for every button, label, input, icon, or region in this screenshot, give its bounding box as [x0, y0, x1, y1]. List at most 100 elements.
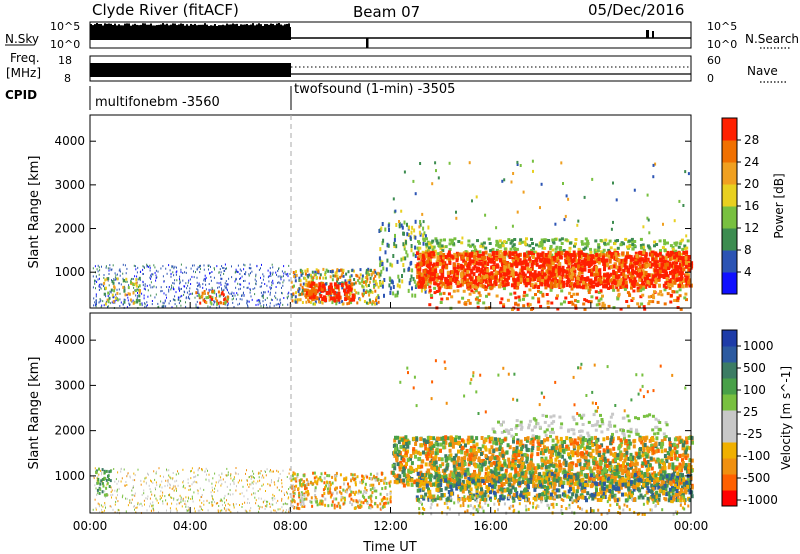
power-cell [610, 280, 614, 285]
power-cell [377, 296, 380, 300]
power-cell [611, 285, 615, 289]
power-cell [194, 296, 196, 299]
power-cell [603, 267, 606, 272]
power-cell [164, 300, 166, 303]
power-cell [523, 266, 527, 271]
velocity-cell [351, 473, 354, 477]
power-cell [314, 288, 318, 293]
velocity-cell [151, 509, 152, 512]
power-cell [398, 220, 400, 223]
power-cell [107, 291, 110, 295]
velocity-cell [242, 485, 244, 488]
power-cell [669, 270, 672, 275]
power-cell [426, 259, 430, 264]
power-cell [170, 288, 172, 291]
power-cell [503, 251, 507, 256]
velocity-cell [281, 506, 283, 509]
velocity-cell [295, 484, 298, 488]
power-cell [646, 257, 650, 262]
power-cell [405, 250, 408, 255]
velocity-cell [289, 486, 291, 489]
power-cell [110, 288, 113, 292]
velocity-cell [180, 501, 182, 504]
velocity-cell [335, 497, 338, 501]
power-cell [277, 281, 279, 284]
velocity-cell [333, 503, 336, 507]
power-cell [513, 238, 517, 241]
power-cell [392, 291, 395, 296]
power-cell [544, 253, 548, 257]
power-cell [568, 291, 572, 295]
power-cell [201, 291, 204, 295]
power-ytick-label: 1000 [54, 265, 85, 279]
velocity-cell [327, 484, 330, 488]
power-cell [225, 296, 227, 299]
power-cell [139, 271, 141, 273]
power-cell [244, 279, 246, 282]
power-cell [607, 265, 611, 270]
power-cell [153, 285, 155, 288]
velocity-cell [150, 490, 152, 493]
power-cell [647, 218, 650, 222]
power-cell [439, 278, 443, 283]
power-cell [179, 289, 180, 292]
power-cell [220, 281, 222, 284]
power-cell [137, 286, 139, 288]
power-cell [646, 216, 649, 220]
power-cell [431, 277, 435, 282]
power-cell [359, 273, 362, 277]
power-cell [638, 268, 642, 273]
nsky-spike [122, 25, 124, 29]
nsky-spike [262, 25, 264, 29]
power-cell [438, 286, 442, 290]
velocity-cell [380, 498, 383, 502]
velocity-cell [239, 492, 241, 495]
nsky-spike [106, 23, 108, 31]
power-cell [684, 170, 687, 174]
power-cell [475, 286, 479, 290]
power-cell [471, 199, 473, 203]
power-cell [671, 290, 675, 293]
power-cell [558, 262, 562, 266]
freq-unit: [MHz] [6, 66, 41, 80]
power-cell [607, 248, 611, 252]
power-cell [349, 291, 352, 295]
power-cell [293, 274, 296, 278]
power-cell [661, 262, 665, 267]
power-cell [460, 241, 464, 245]
velocity-cell [252, 483, 254, 485]
power-cell [314, 273, 317, 276]
power-cell [444, 280, 448, 285]
velocity-cell [212, 498, 214, 501]
power-cell [290, 295, 293, 299]
nsky-drop [366, 38, 369, 48]
velocity-cell [100, 479, 103, 483]
power-cell [470, 251, 474, 256]
power-cell [359, 298, 362, 302]
power-cell [677, 277, 681, 282]
power-cell [531, 159, 534, 163]
power-cell [541, 253, 545, 258]
velocity-cell [348, 493, 351, 497]
power-cell [247, 286, 249, 289]
velocity-cell [374, 502, 376, 506]
power-cell [680, 276, 683, 281]
power-cell [237, 271, 239, 274]
velocity-cell [350, 472, 353, 476]
power-cell [475, 275, 478, 280]
power-cell [432, 245, 436, 249]
power-cell [680, 256, 684, 261]
power-cell [587, 256, 590, 261]
power-cell [369, 288, 372, 292]
velocity-cell [258, 471, 260, 474]
power-cell [543, 282, 547, 287]
nsky-spike [150, 23, 152, 31]
power-cell [583, 277, 587, 281]
velocity-cell [158, 467, 160, 470]
power-cell [433, 286, 437, 290]
power-cell [541, 274, 545, 279]
power-cell [472, 290, 476, 294]
power-cell [299, 298, 302, 302]
power-cell [478, 250, 482, 254]
velocity-cell [362, 480, 365, 484]
